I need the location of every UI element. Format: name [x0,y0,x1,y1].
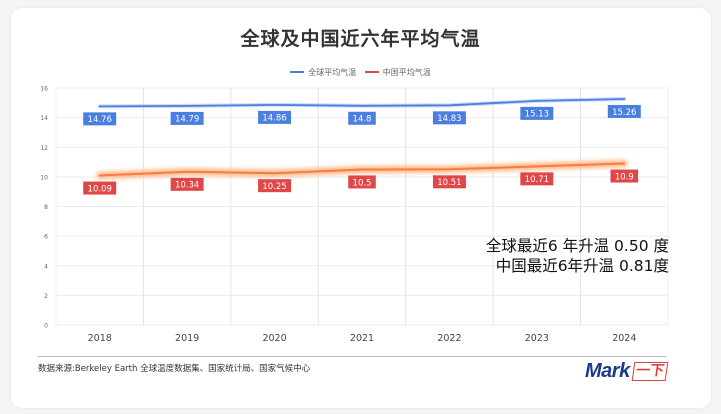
china-data-label-box [83,181,117,195]
x-tick-label: 2023 [525,333,549,344]
legend-label-china: 中国平均气温 [382,67,431,77]
global-data-label-box [520,106,554,120]
china-data-label: 10.9 [615,172,634,182]
china-data-label: 10.71 [525,175,549,185]
china-data-label-box [170,177,204,191]
x-tick-label: 2022 [437,333,461,344]
x-tick-label: 2018 [88,333,112,344]
x-tick-label: 2019 [175,333,199,344]
y-tick-label: 14 [40,115,48,122]
y-tick-label: 4 [44,263,48,270]
global-data-label: 14.8 [353,115,372,125]
global-data-label: 14.86 [262,114,286,124]
legend-swatch-china [364,71,379,73]
china-data-label-box [610,169,639,183]
china-data-label: 10.09 [88,184,112,194]
china-data-label-box [432,175,466,189]
china-data-label: 10.34 [175,181,199,191]
y-tick-label: 10 [40,174,48,181]
y-tick-label: 8 [44,204,48,211]
x-tick-label: 2024 [612,333,636,344]
global-data-label: 14.83 [437,114,461,124]
china-data-label-box [520,172,554,186]
chart-legend: 全球平均气温 中国平均气温 [0,66,721,78]
global-data-label-box [432,111,466,125]
legend-label-global: 全球平均气温 [308,67,357,77]
china-line [98,162,626,177]
global-line [98,98,626,108]
china-data-label: 10.5 [353,178,372,188]
logo-badge: 一下 [631,362,669,381]
logo-mark-text: Mark [585,360,630,382]
global-data-label: 14.76 [88,115,112,125]
y-tick-label: 0 [44,323,48,330]
global-data-label-box [83,112,117,126]
global-data-label-box [607,104,641,118]
china-data-label-box [348,175,376,189]
china-data-label: 10.25 [262,182,286,192]
global-data-label: 15.13 [525,110,549,120]
global-data-label-box [170,111,204,125]
global-data-label-box [348,111,376,125]
y-tick-label: 12 [40,145,48,152]
global-data-label: 15.26 [612,108,636,118]
china-data-label: 10.51 [437,178,461,188]
footer-divider [38,356,666,357]
legend-swatch-global [290,71,305,73]
y-tick-label: 16 [40,86,48,93]
y-tick-label: 6 [44,234,48,241]
x-tick-label: 2021 [350,333,374,344]
global-data-label: 14.79 [175,115,199,125]
x-tick-label: 2020 [262,333,286,344]
legend-item-global[interactable]: 全球平均气温 [290,67,356,78]
chart-card [10,7,712,409]
china-data-label-box [258,179,292,193]
annotation-global: 全球最近6 年升温 0.50 度 [485,237,669,255]
annotation-china: 中国最近6年升温 0.81度 [495,257,669,275]
legend-item-china[interactable]: 中国平均气温 [364,67,431,78]
brand-logo: Mark 一下 [585,360,669,383]
y-tick-label: 2 [44,293,48,300]
data-source-text: 数据来源:Berkeley Earth 全球温度数据集、国家统计局、国家气候中心 [38,364,311,374]
chart-title: 全球及中国近六年平均气温 [240,28,481,50]
global-data-label-box [258,110,292,124]
warming-annotation: 全球最近6 年升温 0.50 度 中国最近6年升温 0.81度 [486,236,669,276]
